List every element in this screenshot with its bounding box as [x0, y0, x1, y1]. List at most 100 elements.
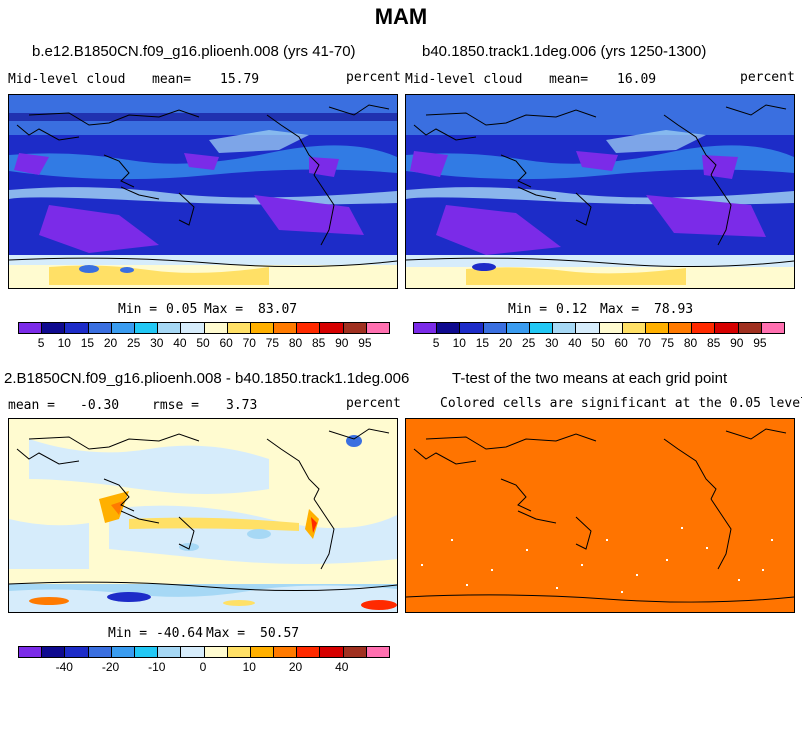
colorbar-swatch: [343, 647, 367, 657]
colorbar-tick-label: 30: [545, 336, 559, 350]
colorbar-swatch: [274, 323, 298, 333]
colorbar-tick-label: -20: [101, 660, 120, 674]
map-top-left: [8, 94, 398, 289]
colorbar-tick-label: 20: [498, 336, 513, 350]
colorbar-tick-label: 95: [358, 336, 372, 350]
colorbar-tick-label: -40: [55, 660, 73, 674]
colorbar-swatch: [460, 323, 484, 333]
colorbar-tick-label: 10: [452, 336, 466, 350]
colorbar-tick-label: 40: [335, 660, 349, 674]
panel-top-left-variable: Mid-level cloud: [8, 72, 126, 87]
colorbar-swatch: [88, 323, 112, 333]
colorbar-swatch: [274, 647, 298, 657]
panel-bottom-left-rmse-label: rmse =: [152, 398, 199, 413]
colorbar-swatch: [250, 323, 275, 333]
colorbar-swatch: [529, 323, 554, 333]
colorbar-swatch: [366, 323, 389, 333]
colorbar-tick-label: 30: [150, 336, 164, 350]
panel-top-left-title: b.e12.B1850CN.f09_g16.plioenh.008 (yrs 4…: [32, 43, 356, 60]
colorbar-swatch: [181, 647, 205, 657]
colorbar-swatch: [65, 647, 89, 657]
colorbar-swatch: [599, 323, 623, 333]
colorbar-swatch: [111, 647, 135, 657]
panel-bottom-right-subtitle: Colored cells are significant at the 0.0…: [440, 396, 802, 411]
colorbar-tick-label: 60: [219, 336, 233, 350]
colorbar-swatch: [506, 323, 530, 333]
colorbar-swatch: [437, 323, 461, 333]
colorbar-swatch: [88, 647, 112, 657]
colorbar-swatch: [227, 647, 251, 657]
colorbar-swatch: [414, 323, 438, 333]
panel-bottom-left-units: percent: [346, 396, 401, 411]
panel-top-right-min-value: 0.12: [556, 302, 588, 317]
colorbar-tick-label: 5: [432, 336, 440, 350]
panel-bottom-left-rmse-value: 3.73: [226, 398, 258, 413]
colorbar-swatch: [158, 323, 182, 333]
colorbar-swatch: [158, 647, 182, 657]
panel-bottom-left-mean-value: -0.30: [80, 398, 120, 413]
colorbar-tick-label: 40: [568, 336, 582, 350]
panel-top-right-mean-label: mean=: [549, 72, 589, 87]
colorbar-tick-label: 80: [683, 336, 698, 350]
colorbar-bottom-left: [18, 646, 390, 658]
colorbar-tick-label: 85: [706, 336, 721, 350]
colorbar-tick-label: 25: [126, 336, 141, 350]
colorbar-swatch: [320, 647, 344, 657]
panel-top-left-max-label: Max =: [204, 302, 244, 317]
colorbar-swatch: [366, 647, 389, 657]
colorbar-swatch: [738, 323, 762, 333]
colorbar-swatch: [134, 323, 159, 333]
colorbar-tick-label: 70: [242, 336, 256, 350]
colorbar-swatch: [669, 323, 693, 333]
colorbar-tick-label: 75: [660, 336, 675, 350]
colorbar-swatch: [692, 323, 716, 333]
colorbar-swatch: [483, 323, 507, 333]
panel-bottom-left-min-label: Min =: [108, 626, 148, 641]
colorbar-swatch: [320, 323, 344, 333]
colorbar-tick-label: 95: [753, 336, 767, 350]
colorbar-swatch: [42, 323, 66, 333]
colorbar-swatch: [19, 647, 43, 657]
colorbar-tick-label: 50: [196, 336, 210, 350]
colorbar-tick-label: 20: [103, 336, 118, 350]
colorbar-swatch: [622, 323, 646, 333]
colorbar-swatch: [181, 323, 205, 333]
colorbar-tick-label: 40: [173, 336, 187, 350]
colorbar-swatch: [19, 323, 43, 333]
panel-bottom-left-mean-label: mean =: [8, 398, 55, 413]
colorbar-swatch: [343, 323, 367, 333]
colorbar-tick-label: 90: [730, 336, 744, 350]
colorbar-swatch: [715, 323, 739, 333]
panel-bottom-left-max-label: Max =: [206, 626, 246, 641]
panel-top-left-mean-label: mean=: [152, 72, 192, 87]
panel-top-right-max-value: 78.93: [654, 302, 694, 317]
colorbar-tick-label: 10: [57, 336, 71, 350]
colorbar-tick-label: 15: [475, 336, 490, 350]
panel-bottom-left-max-value: 50.57: [260, 626, 300, 641]
panel-bottom-left-title: 2.B1850CN.f09_g16.plioenh.008 - b40.1850…: [4, 370, 410, 387]
colorbar-tick-label: 15: [80, 336, 95, 350]
panel-top-right-variable: Mid-level cloud: [405, 72, 523, 87]
colorbar-top-right: [413, 322, 785, 334]
map-top-right: [405, 94, 795, 289]
map-bottom-right: [405, 418, 795, 613]
colorbar-tick-label: 0: [199, 660, 207, 674]
colorbar-swatch: [134, 647, 159, 657]
colorbar-swatch: [576, 323, 600, 333]
panel-top-left-units: percent: [346, 70, 401, 85]
colorbar-tick-label: 80: [288, 336, 303, 350]
colorbar-tick-label: 70: [637, 336, 651, 350]
colorbar-tick-label: 90: [335, 336, 349, 350]
colorbar-swatch: [645, 323, 670, 333]
colorbar-tick-label: 25: [521, 336, 536, 350]
panel-top-left-min-label: Min =: [118, 302, 158, 317]
colorbar-swatch: [65, 323, 89, 333]
panel-bottom-left-min-value: -40.64: [156, 626, 203, 641]
colorbar-tick-label: 20: [288, 660, 303, 674]
colorbar-swatch: [42, 647, 66, 657]
colorbar-swatch: [227, 323, 251, 333]
colorbar-swatch: [553, 323, 577, 333]
colorbar-top-left: [18, 322, 390, 334]
colorbar-swatch: [761, 323, 784, 333]
colorbar-swatch: [204, 647, 228, 657]
